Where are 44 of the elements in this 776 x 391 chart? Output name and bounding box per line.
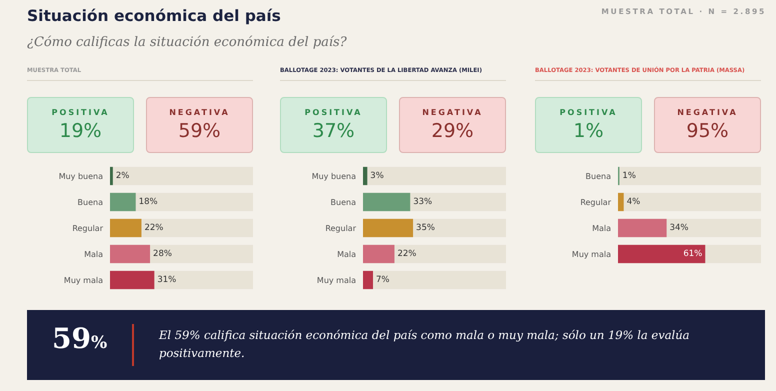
y-tick-label: Buena bbox=[78, 198, 104, 207]
y-tick-label: Buena bbox=[330, 198, 356, 207]
data-label: 61% bbox=[683, 249, 702, 259]
data-label: 1% bbox=[622, 171, 636, 181]
category-label: NEGATIVA bbox=[676, 108, 739, 117]
y-tick-label: Regular bbox=[580, 198, 612, 207]
text: Situación económica del país bbox=[27, 7, 281, 25]
category-label: NEGATIVA bbox=[421, 108, 484, 117]
data-label: 59% bbox=[52, 322, 108, 355]
data-label: 29% bbox=[430, 120, 475, 142]
data-label: 33% bbox=[413, 197, 432, 207]
data-label: 22% bbox=[397, 249, 416, 259]
y-tick-label: Mala bbox=[592, 224, 612, 233]
data-label: 3% bbox=[370, 171, 384, 181]
data-label: 34% bbox=[670, 223, 689, 233]
text: ¿Cómo calificas la situación económica del país? bbox=[27, 35, 347, 50]
data-label: 19% bbox=[58, 120, 103, 142]
y-tick-label: Buena bbox=[586, 172, 612, 181]
data-label: 59% bbox=[177, 120, 222, 142]
y-tick-label: Mala bbox=[84, 250, 104, 259]
data-label: 31% bbox=[157, 275, 176, 285]
data-label: 28% bbox=[153, 249, 172, 259]
y-tick-label: Muy mala bbox=[64, 276, 104, 285]
data-label: 22% bbox=[144, 223, 164, 233]
y-tick-label: Muy mala bbox=[572, 250, 612, 259]
y-tick-label: Regular bbox=[325, 224, 357, 233]
y-tick-label: Muy buena bbox=[312, 172, 356, 181]
data-label: 1% bbox=[572, 120, 605, 142]
data-label: 7% bbox=[376, 275, 390, 285]
y-tick-label: Regular bbox=[72, 224, 104, 233]
category-label: NEGATIVA bbox=[168, 108, 231, 117]
data-label: 2% bbox=[116, 171, 130, 181]
y-tick-label: Muy buena bbox=[58, 172, 104, 181]
category-label: POSITIVA bbox=[50, 108, 110, 117]
category-label: POSITIVA bbox=[304, 108, 364, 117]
data-label: 4% bbox=[626, 197, 640, 207]
y-tick-label: Mala bbox=[337, 250, 356, 259]
text: El 59% califica situación económica del país como mala o muy mala; sólo un 19% la evalúa positivamente. bbox=[159, 327, 690, 362]
data-label: 18% bbox=[138, 197, 158, 207]
data-label: 35% bbox=[416, 223, 435, 233]
data-label: 37% bbox=[311, 120, 356, 142]
y-tick-label: Muy mala bbox=[316, 276, 356, 285]
data-label: 95% bbox=[685, 120, 730, 142]
category-label: POSITIVA bbox=[558, 108, 618, 117]
